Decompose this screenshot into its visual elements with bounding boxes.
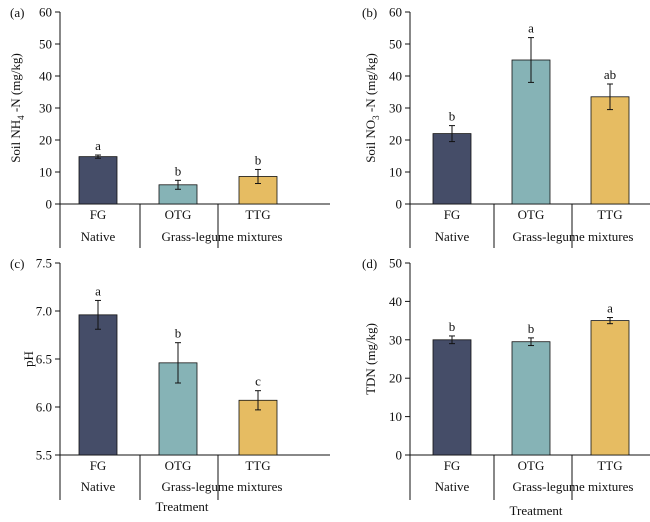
- chart-panel: (a) 0 10 20 30 40 50 60 Soil NH4 -N (mg/kg) a FG b O…: [8, 5, 330, 248]
- y-axis-title: pH: [21, 351, 36, 367]
- y-tick-label: 50: [39, 37, 52, 52]
- bar-otg: [511, 59, 551, 205]
- significance-letter: b: [528, 321, 535, 336]
- significance-letter: b: [175, 326, 182, 341]
- group-label: Native: [435, 229, 470, 244]
- y-tick-label: 10: [389, 409, 402, 424]
- x-tick-label: TTG: [245, 458, 270, 473]
- bar-ttg: [590, 320, 630, 456]
- x-tick-label: FG: [444, 458, 461, 473]
- x-axis-title: Treatment: [156, 499, 209, 514]
- y-tick-label: 7.0: [36, 304, 52, 319]
- x-tick-label: OTG: [165, 207, 192, 222]
- y-tick-label: 0: [46, 197, 53, 212]
- x-tick-label: OTG: [165, 458, 192, 473]
- bar-fg: [78, 156, 118, 205]
- chart-panel: (b) 0 10 20 30 40 50 60 Soil NO3 -N (mg/kg) b FG a O…: [362, 5, 650, 248]
- y-tick-label: 30: [389, 101, 402, 116]
- y-tick-label: 10: [389, 165, 402, 180]
- y-tick-label: 20: [389, 371, 402, 386]
- y-axis-title: TDN (mg/kg): [363, 323, 378, 395]
- group-label: Grass-legume mixtures: [513, 229, 634, 244]
- y-tick-label: 5.5: [36, 448, 52, 463]
- chart-panel: (d) 0 10 20 30 40 50 TDN (mg/kg) b FG b OTG a TTG Nati…: [362, 256, 650, 518]
- panel-label: (a): [10, 5, 24, 20]
- chart-panel: (c) 5.5 6.0 6.5 7.0 7.5 pH a FG b OTG c TTG Native Gra…: [10, 256, 330, 514]
- significance-letter: ab: [604, 67, 616, 82]
- x-tick-label: TTG: [597, 458, 622, 473]
- significance-letter: b: [255, 152, 262, 167]
- bar-ttg: [590, 96, 630, 205]
- y-tick-label: 50: [389, 37, 402, 52]
- group-label: Grass-legume mixtures: [162, 229, 283, 244]
- significance-letter: a: [95, 138, 101, 153]
- y-tick-label: 50: [389, 256, 402, 271]
- bar-fg: [432, 339, 472, 456]
- y-tick-label: 20: [39, 133, 52, 148]
- group-label: Grass-legume mixtures: [513, 479, 634, 494]
- y-tick-label: 0: [396, 197, 403, 212]
- x-tick-label: TTG: [245, 207, 270, 222]
- group-label: Native: [81, 229, 116, 244]
- y-tick-label: 40: [389, 69, 402, 84]
- panel-label: (b): [362, 5, 377, 20]
- y-tick-label: 20: [389, 133, 402, 148]
- significance-letter: a: [528, 21, 534, 36]
- x-tick-label: FG: [90, 458, 107, 473]
- bar-otg: [511, 341, 551, 456]
- group-label: Grass-legume mixtures: [162, 479, 283, 494]
- y-tick-label: 10: [39, 165, 52, 180]
- significance-letter: a: [607, 301, 613, 316]
- y-axis-title: Soil NH4 -N (mg/kg): [8, 53, 26, 163]
- y-tick-label: 40: [389, 294, 402, 309]
- significance-letter: b: [175, 163, 182, 178]
- group-label: Native: [81, 479, 116, 494]
- y-tick-label: 30: [39, 101, 52, 116]
- x-tick-label: OTG: [518, 207, 545, 222]
- x-tick-label: FG: [444, 207, 461, 222]
- y-tick-label: 6.5: [36, 352, 52, 367]
- panel-label: (c): [10, 256, 24, 271]
- y-tick-label: 60: [39, 5, 52, 20]
- significance-letter: c: [255, 374, 261, 389]
- x-tick-label: FG: [90, 207, 107, 222]
- y-tick-label: 7.5: [36, 256, 52, 271]
- y-axis-title: Soil NO3 -N (mg/kg): [363, 53, 381, 163]
- significance-letter: b: [449, 109, 456, 124]
- significance-letter: a: [95, 283, 101, 298]
- significance-letter: b: [449, 319, 456, 334]
- x-tick-label: OTG: [518, 458, 545, 473]
- x-axis-title: Treatment: [510, 503, 563, 518]
- bar-fg: [432, 133, 472, 205]
- bar-fg: [78, 314, 118, 456]
- x-tick-label: TTG: [597, 207, 622, 222]
- panel-label: (d): [362, 256, 377, 271]
- y-tick-label: 30: [389, 332, 402, 347]
- y-tick-label: 6.0: [36, 400, 52, 415]
- y-tick-label: 40: [39, 69, 52, 84]
- y-tick-label: 60: [389, 5, 402, 20]
- group-label: Native: [435, 479, 470, 494]
- y-tick-label: 0: [396, 448, 403, 463]
